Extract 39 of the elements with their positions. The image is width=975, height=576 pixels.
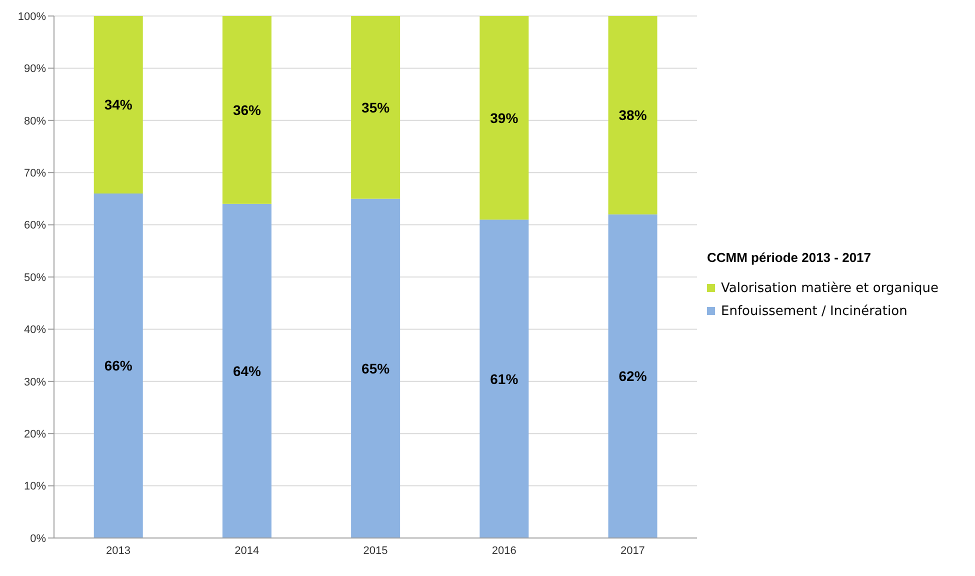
data-label: 34% bbox=[104, 96, 133, 113]
bar bbox=[351, 16, 400, 199]
bar bbox=[222, 16, 272, 204]
data-label: 39% bbox=[490, 110, 519, 126]
bar bbox=[94, 193, 143, 538]
y-tick-label: 20% bbox=[24, 428, 46, 441]
legend-label: Enfouissement / Incinération bbox=[721, 304, 908, 318]
data-label: 35% bbox=[362, 99, 390, 116]
data-label: 65% bbox=[362, 360, 390, 376]
y-tick-label: 50% bbox=[24, 272, 46, 284]
bar bbox=[222, 204, 272, 538]
y-tick-label: 90% bbox=[24, 63, 46, 76]
data-label: 64% bbox=[232, 362, 262, 379]
data-label: 62% bbox=[618, 368, 648, 384]
data-label: 66% bbox=[104, 358, 133, 374]
y-tick-label: 0% bbox=[30, 532, 46, 545]
x-tick-label: 2016 bbox=[492, 544, 516, 557]
bar bbox=[94, 16, 143, 194]
bar bbox=[608, 214, 658, 538]
y-tick-label: 30% bbox=[24, 376, 46, 388]
x-tick-label: 2014 bbox=[234, 544, 260, 557]
y-tick-label: 60% bbox=[24, 220, 46, 232]
x-tick-label: 2015 bbox=[363, 544, 388, 557]
data-label: 36% bbox=[232, 102, 262, 118]
legend-label: Valorisation matière et organique bbox=[721, 280, 939, 296]
bar bbox=[480, 16, 529, 220]
y-tick-label: 10% bbox=[24, 480, 46, 493]
y-tick-label: 80% bbox=[24, 115, 46, 128]
data-label: 61% bbox=[490, 370, 519, 387]
bar bbox=[351, 198, 400, 538]
y-tick-label: 100% bbox=[18, 10, 46, 23]
legend-title: CCMM période 2013 - 2017 bbox=[707, 250, 872, 264]
x-tick-label: 2017 bbox=[620, 544, 645, 557]
bar bbox=[480, 220, 529, 538]
bar bbox=[608, 16, 658, 214]
y-tick-label: 40% bbox=[24, 324, 46, 336]
x-tick-label: 2013 bbox=[106, 544, 131, 557]
y-tick-label: 70% bbox=[24, 168, 46, 180]
data-label: 38% bbox=[618, 107, 648, 124]
